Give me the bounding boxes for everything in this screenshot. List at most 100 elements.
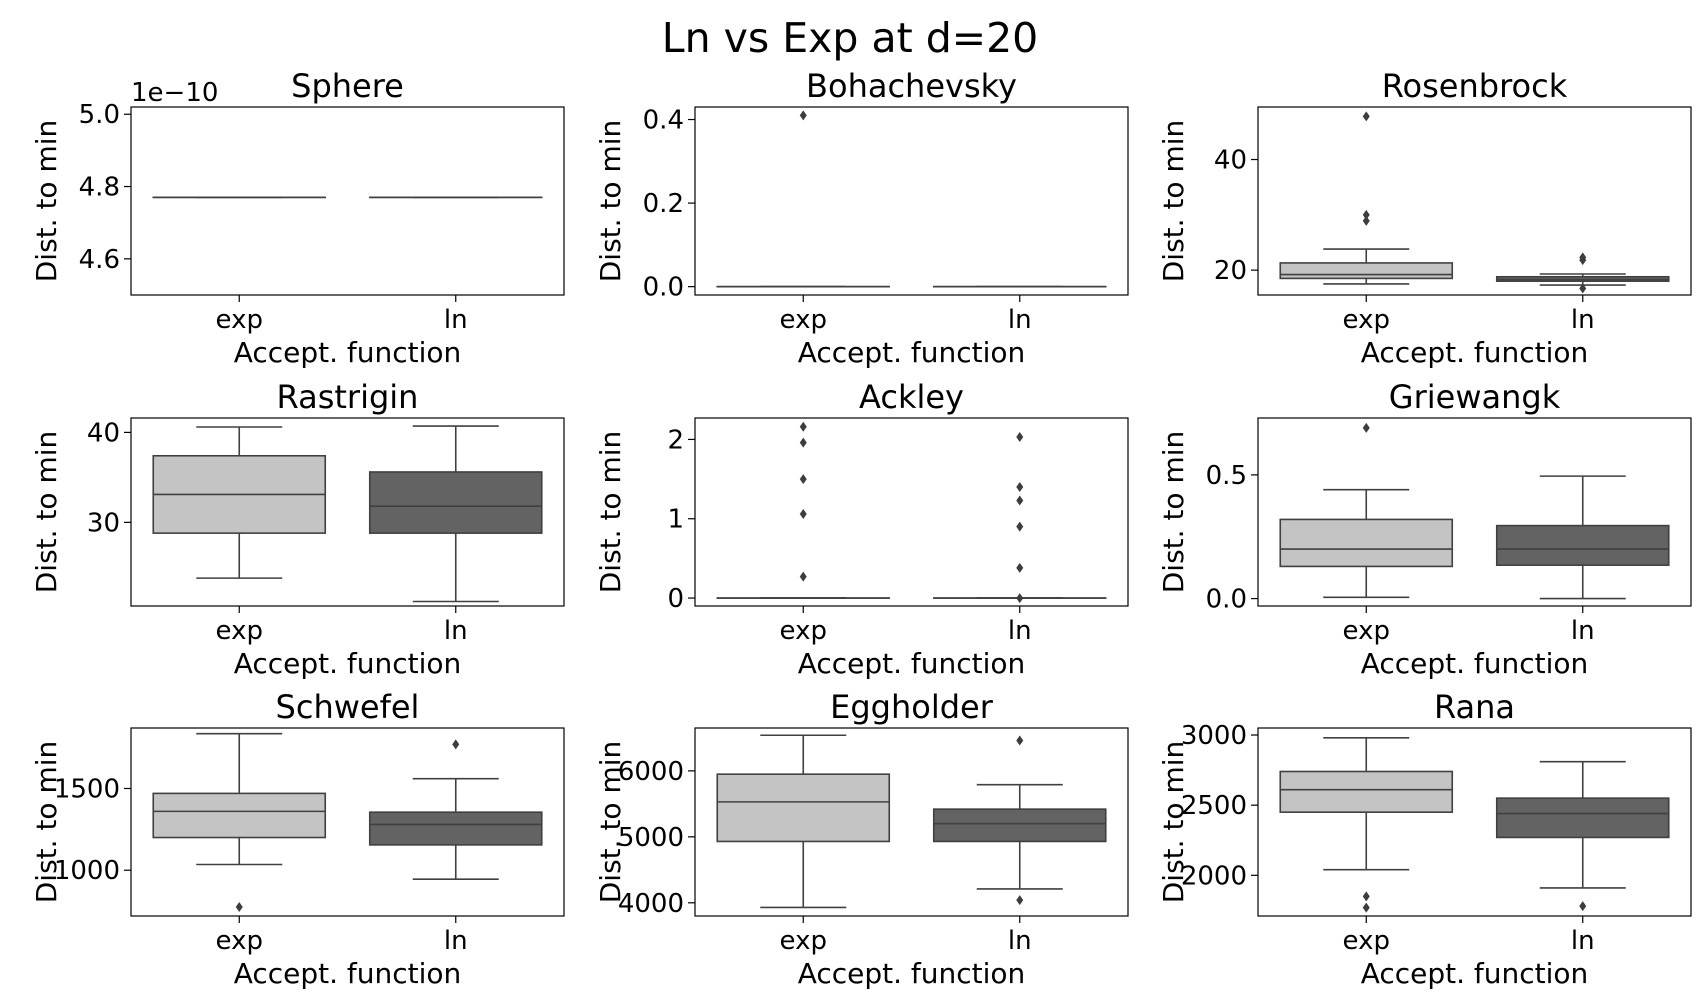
- subplot-title: Rana: [1434, 688, 1515, 726]
- y-tick-label: 0: [667, 584, 684, 614]
- x-tick-label: exp: [216, 305, 263, 335]
- plot-frame: [130, 727, 565, 917]
- outlier-point: [1016, 735, 1024, 746]
- outlier-point: [1579, 901, 1587, 912]
- x-axis-label: Accept. function: [1361, 336, 1589, 369]
- subplot-title: Ackley: [859, 378, 964, 416]
- x-tick-label: ln: [1571, 305, 1595, 335]
- y-tick-label: 4.8: [79, 173, 120, 203]
- outlier-point: [799, 437, 807, 448]
- x-tick-label: exp: [780, 926, 827, 956]
- box-ln: [368, 739, 543, 881]
- figure-title: Ln vs Exp at d=20: [662, 14, 1039, 62]
- box-ln: [932, 735, 1107, 906]
- y-tick-label: 40: [87, 418, 120, 448]
- subplot-title: Schwefel: [276, 688, 420, 726]
- iqr-box: [1279, 262, 1454, 280]
- y-tick-label: 40: [1214, 146, 1247, 176]
- box-exp: [716, 110, 891, 288]
- y-tick-label: 1: [667, 505, 684, 535]
- x-tick-label: ln: [1008, 616, 1032, 646]
- outlier-point: [1579, 283, 1587, 294]
- y-tick-label: 5.0: [79, 100, 120, 130]
- box-exp: [1279, 422, 1454, 599]
- outlier-point: [1016, 432, 1024, 443]
- iqr-box: [1495, 797, 1670, 839]
- x-tick-label: exp: [1343, 926, 1390, 956]
- x-tick-label: ln: [444, 616, 468, 646]
- box-ln: [1495, 475, 1670, 600]
- plot-frame: [1257, 106, 1692, 296]
- plot-area: [1258, 418, 1691, 606]
- x-axis-label: Accept. function: [234, 957, 462, 990]
- outlier-point: [1016, 562, 1024, 573]
- x-tick-label: ln: [444, 926, 468, 956]
- plot-frame: [694, 417, 1129, 607]
- plot-frame: [1257, 727, 1692, 917]
- subplot-title: Bohachevsky: [806, 67, 1017, 105]
- subplot-title: Sphere: [291, 67, 404, 105]
- x-axis-label: Accept. function: [234, 647, 462, 680]
- y-offset-label: 1e−10: [131, 78, 218, 108]
- x-tick-label: exp: [216, 616, 263, 646]
- box-exp: [152, 426, 327, 579]
- box-exp: [1279, 737, 1454, 913]
- y-axis-label: Dist. to min: [1157, 120, 1190, 283]
- x-tick-label: exp: [1343, 305, 1390, 335]
- outlier-point: [1016, 593, 1024, 604]
- outlier-point: [235, 902, 243, 913]
- plot-frame: [694, 727, 1129, 917]
- y-tick-label: 2500: [1181, 791, 1247, 821]
- y-tick-label: 3000: [1181, 721, 1247, 751]
- outlier-point: [799, 571, 807, 582]
- outlier-point: [1016, 482, 1024, 493]
- x-tick-label: exp: [780, 305, 827, 335]
- y-tick-label: 20: [1214, 256, 1247, 286]
- x-axis-label: Accept. function: [798, 336, 1026, 369]
- subplot-title: Eggholder: [830, 688, 994, 726]
- y-axis-label: Dist. to min: [1157, 741, 1190, 904]
- x-axis-label: Accept. function: [1361, 647, 1589, 680]
- subplot-title: Rastrigin: [277, 378, 419, 416]
- box-exp: [716, 421, 891, 599]
- box-ln: [1495, 252, 1670, 294]
- y-tick-label: 0.0: [1206, 585, 1247, 615]
- x-axis-label: Accept. function: [798, 647, 1026, 680]
- iqr-box: [932, 808, 1107, 843]
- iqr-box: [1279, 518, 1454, 568]
- y-axis-label: Dist. to min: [30, 431, 63, 594]
- x-tick-label: ln: [1571, 926, 1595, 956]
- outlier-point: [1016, 521, 1024, 532]
- x-tick-label: ln: [444, 305, 468, 335]
- y-tick-label: 0.2: [643, 189, 684, 219]
- y-tick-label: 30: [87, 508, 120, 538]
- box-exp: [716, 734, 891, 909]
- y-tick-label: 5000: [618, 823, 684, 853]
- outlier-point: [452, 739, 460, 750]
- iqr-box: [716, 773, 891, 843]
- x-axis-label: Accept. function: [1361, 957, 1589, 990]
- plot-area: [131, 107, 564, 295]
- y-axis-label: Dist. to min: [594, 741, 627, 904]
- y-tick-label: 4000: [618, 889, 684, 919]
- x-axis-label: Accept. function: [798, 957, 1026, 990]
- plot-frame: [694, 106, 1129, 296]
- y-tick-label: 0.4: [643, 106, 684, 136]
- y-axis-label: Dist. to min: [1157, 431, 1190, 594]
- y-axis-label: Dist. to min: [30, 741, 63, 904]
- plot-frame: [130, 417, 565, 607]
- outlier-point: [799, 508, 807, 519]
- iqr-box: [1279, 770, 1454, 813]
- iqr-box: [368, 471, 543, 534]
- y-axis-label: Dist. to min: [594, 431, 627, 594]
- iqr-box: [368, 811, 543, 846]
